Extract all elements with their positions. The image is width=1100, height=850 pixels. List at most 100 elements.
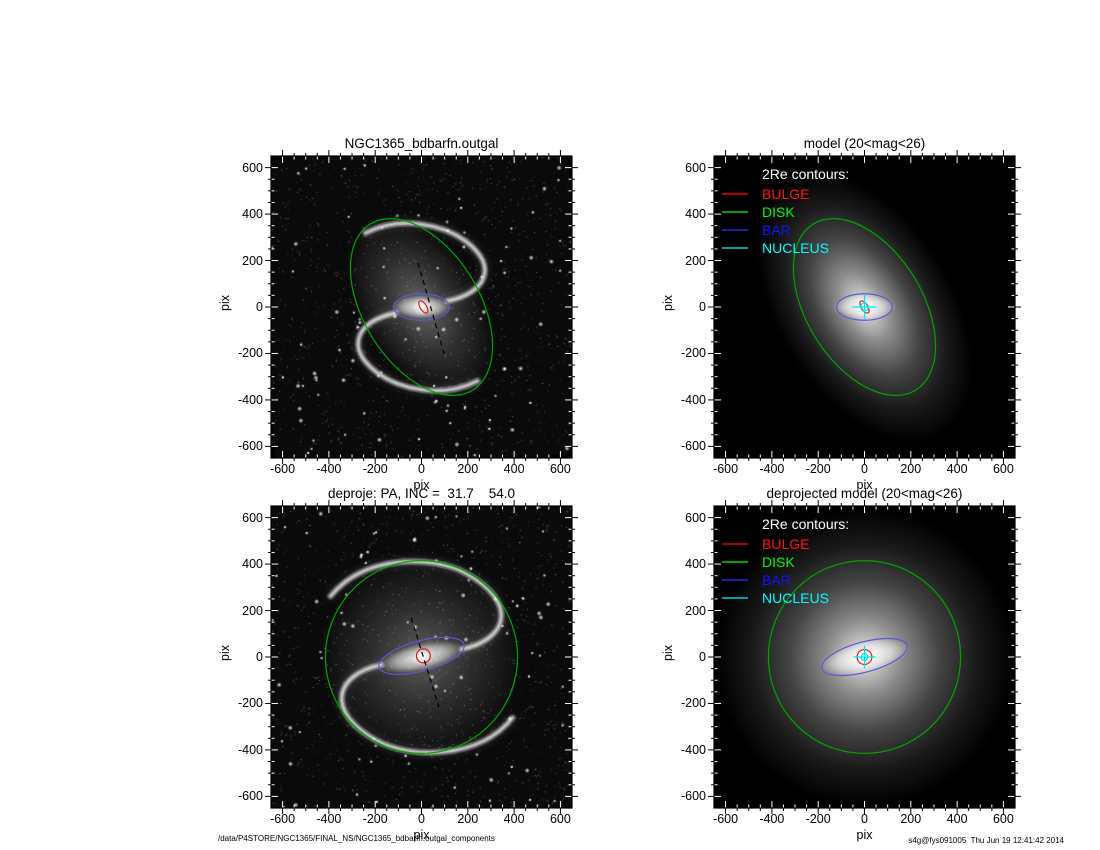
panel-model-deprojected: deprojected model (20<mag<26) 2Re contou… xyxy=(661,486,1021,842)
y-tick-label: 200 xyxy=(685,603,706,618)
x-tick-label: -400 xyxy=(759,812,785,826)
y-tick-label: -200 xyxy=(680,696,706,711)
y-tick-label: -400 xyxy=(680,742,706,757)
legend-swatch-line xyxy=(722,247,748,249)
x-tick-label: -200 xyxy=(362,462,388,476)
y-tick-label: 400 xyxy=(242,557,263,572)
x-tick-label: 600 xyxy=(549,812,571,826)
y-tick-label: 600 xyxy=(242,510,263,525)
y-tick-label: -200 xyxy=(680,346,706,361)
legend-label: BULGE xyxy=(762,536,810,552)
panel-model-projected: model (20<mag<26) 2Re contours: BULGE DISK… xyxy=(661,136,1021,492)
x-tick-label: -600 xyxy=(270,812,296,826)
y-tick-label: 400 xyxy=(685,207,706,222)
contours-overlay xyxy=(708,150,1021,464)
x-tick-label: -200 xyxy=(805,812,831,826)
y-tick-label: -400 xyxy=(680,392,706,407)
legend-swatch-line xyxy=(722,579,748,581)
x-tick-label: -600 xyxy=(270,462,296,476)
legend-header: 2Re contours: xyxy=(762,516,850,532)
panel-observed-projected: NGC1365_bdbarfn.outgal -600 -400 -200 0 200 4… xyxy=(218,136,578,492)
y-axis-label: pix xyxy=(660,295,675,311)
y-tick-label: 0 xyxy=(699,650,706,664)
x-tick-label: -600 xyxy=(713,462,739,476)
x-tick-label: 400 xyxy=(503,462,525,476)
legend-swatch-line xyxy=(722,229,748,231)
y-tick-label: 400 xyxy=(685,557,706,572)
y-axis-ticks: -600 -400 -200 0 200 400 600 xyxy=(654,506,706,808)
galaxy-image-canvas xyxy=(271,506,572,808)
x-tick-label: -200 xyxy=(805,462,831,476)
legend-item-bulge: BULGE xyxy=(722,535,849,553)
panel-title: model (20<mag<26) xyxy=(803,136,926,151)
x-tick-label: 200 xyxy=(900,462,922,476)
y-tick-label: 0 xyxy=(699,300,706,314)
x-axis-label: pix xyxy=(856,478,873,492)
y-tick-label: 600 xyxy=(685,510,706,525)
panel-observed-deprojected: deproje: PA, INC = 31.7 54.0 -600 -400 -20… xyxy=(218,486,578,842)
legend-item-bulge: BULGE xyxy=(722,185,849,203)
contour-legend: 2Re contours: BULGE DISK BAR NUCLEUS xyxy=(722,166,849,257)
y-tick-label: 600 xyxy=(685,160,706,175)
legend-item-nucleus: NUCLEUS xyxy=(722,589,849,607)
y-tick-label: 200 xyxy=(242,603,263,618)
legend-item-disk: DISK xyxy=(722,203,849,221)
y-tick-label: -200 xyxy=(237,696,263,711)
legend-item-disk: DISK xyxy=(722,553,849,571)
legend-label: BAR xyxy=(762,572,791,588)
x-tick-label: 400 xyxy=(946,462,968,476)
y-tick-label: 200 xyxy=(685,253,706,268)
x-tick-label: 0 xyxy=(861,462,868,476)
y-tick-label: 0 xyxy=(256,650,263,664)
x-tick-label: -600 xyxy=(713,812,739,826)
y-tick-label: -600 xyxy=(237,789,263,804)
x-tick-label: 600 xyxy=(992,812,1014,826)
y-axis-label: pix xyxy=(217,645,232,661)
legend-label: BAR xyxy=(762,222,791,238)
x-tick-label: 400 xyxy=(503,812,525,826)
x-tick-label: 200 xyxy=(457,462,479,476)
x-axis-ticks: -600 -400 -200 0 200 400 600 xyxy=(713,462,1015,478)
legend-swatch-line xyxy=(722,211,748,213)
user-timestamp: s4g@fys091005 Thu Jun 19 12:41:42 2014 xyxy=(908,836,1064,845)
y-axis-ticks: -600 -400 -200 0 200 400 600 xyxy=(654,156,706,458)
x-axis-label: pix xyxy=(413,478,430,492)
y-tick-label: 200 xyxy=(242,253,263,268)
x-tick-label: -400 xyxy=(759,462,785,476)
x-tick-label: -400 xyxy=(316,462,342,476)
x-axis-ticks: -600 -400 -200 0 200 400 600 xyxy=(713,812,1015,828)
legend-swatch-line xyxy=(722,543,748,545)
legend-label: DISK xyxy=(762,554,795,570)
x-tick-label: -200 xyxy=(362,812,388,826)
legend-item-bar: BAR xyxy=(722,221,849,239)
x-tick-label: 600 xyxy=(549,462,571,476)
y-axis-ticks: -600 -400 -200 0 200 400 600 xyxy=(211,506,263,808)
y-axis-ticks: -600 -400 -200 0 200 400 600 xyxy=(211,156,263,458)
x-tick-label: 0 xyxy=(861,812,868,826)
x-axis-ticks: -600 -400 -200 0 200 400 600 xyxy=(270,812,572,828)
y-tick-label: 400 xyxy=(242,207,263,222)
contour-legend: 2Re contours: BULGE DISK BAR NUCLEUS xyxy=(722,516,849,607)
x-tick-label: 400 xyxy=(946,812,968,826)
legend-header: 2Re contours: xyxy=(762,166,850,182)
x-axis-ticks: -600 -400 -200 0 200 400 600 xyxy=(270,462,572,478)
y-tick-label: 600 xyxy=(242,160,263,175)
y-tick-label: -400 xyxy=(237,742,263,757)
panel-title: deproje: PA, INC = 31.7 54.0 xyxy=(328,486,515,501)
legend-label: BULGE xyxy=(762,186,810,202)
output-file-path: /data/P4STORE/NGC1365/FINAL_NS/NGC1365_b… xyxy=(218,834,495,843)
legend-item-bar: BAR xyxy=(722,571,849,589)
y-axis-label: pix xyxy=(217,295,232,311)
y-tick-label: -600 xyxy=(680,789,706,804)
panel-title: NGC1365_bdbarfn.outgal xyxy=(344,136,499,151)
legend-item-nucleus: NUCLEUS xyxy=(722,239,849,257)
legend-swatch-line xyxy=(722,597,748,599)
y-tick-label: 0 xyxy=(256,300,263,314)
x-tick-label: -400 xyxy=(316,812,342,826)
legend-swatch-line xyxy=(722,193,748,195)
y-tick-label: -600 xyxy=(237,439,263,454)
x-axis-label: pix xyxy=(856,828,873,842)
y-tick-label: -200 xyxy=(237,346,263,361)
x-axis-label: pix xyxy=(413,828,430,842)
x-tick-label: 200 xyxy=(457,812,479,826)
